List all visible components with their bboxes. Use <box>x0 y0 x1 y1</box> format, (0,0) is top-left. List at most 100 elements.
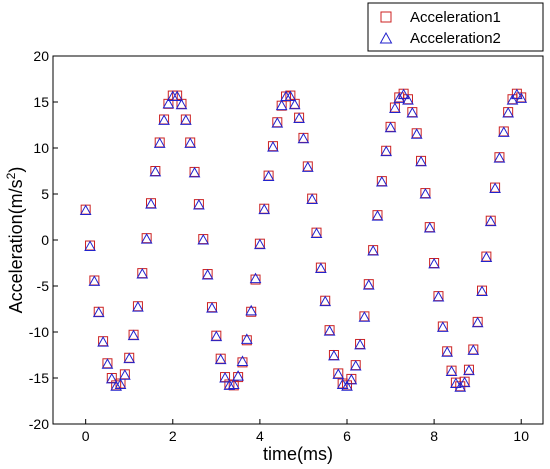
acceleration2-triangle-point <box>515 92 528 103</box>
acceleration2-triangle-point <box>267 141 279 152</box>
acceleration2-triangle-point <box>450 377 462 389</box>
acceleration2-triangle-point <box>140 233 153 244</box>
acceleration2-triangle-point <box>123 352 136 364</box>
acceleration2-triangle-point <box>471 316 484 328</box>
acceleration2-triangle-point <box>271 117 284 128</box>
y-tick-label: -10 <box>29 324 49 340</box>
x-tick-label: 4 <box>256 428 264 444</box>
acceleration2-triangle-point <box>97 336 109 347</box>
acceleration2-triangle-point <box>310 227 323 239</box>
acceleration1-square-point <box>246 306 257 317</box>
y-tick-label: 0 <box>41 232 49 248</box>
acceleration2-triangle-point <box>380 145 393 157</box>
acceleration2-triangle-point <box>480 251 493 262</box>
acceleration2-triangle-point <box>275 99 288 111</box>
x-tick-label: 0 <box>82 428 90 444</box>
acceleration2-triangle-point <box>497 126 510 137</box>
x-tick-label: 2 <box>169 428 177 444</box>
x-tick-label: 8 <box>430 428 438 444</box>
acceleration2-triangle-point <box>345 373 358 385</box>
x-axis-ticks: 0 2 4 6 8 10 <box>82 419 529 444</box>
y-tick-label: 5 <box>41 186 49 202</box>
legend-box <box>367 2 544 52</box>
y-tick-label: 20 <box>33 48 49 64</box>
acceleration2-triangle-point <box>432 291 445 302</box>
acceleration2-triangle-point <box>467 344 480 355</box>
acceleration2-triangle-point <box>428 257 440 269</box>
acceleration2-triangle-point <box>445 365 458 377</box>
y-tick-label: -5 <box>37 278 50 294</box>
acceleration2-triangle-point <box>201 268 214 280</box>
y-axis-label-close: ) <box>6 167 26 173</box>
legend-triangle-marker <box>379 31 393 44</box>
acceleration2-triangle-point <box>105 372 118 384</box>
acceleration2-triangle-point <box>397 88 410 100</box>
acceleration2-triangle-point <box>249 272 262 284</box>
acceleration2-triangle-point <box>149 165 162 177</box>
legend: Acceleration1 Acceleration2 <box>367 2 544 52</box>
acceleration2-triangle-point <box>153 137 166 148</box>
acceleration2-triangle-point <box>506 94 519 105</box>
x-axis-label: time(ms) <box>263 444 333 464</box>
acceleration2-triangle-point <box>193 199 205 210</box>
plot-frame <box>52 55 544 425</box>
y-tick-label: -15 <box>29 370 49 386</box>
acceleration2-triangle-point <box>362 279 375 290</box>
acceleration2-triangle-point <box>367 245 379 256</box>
acceleration1-square-point <box>241 335 252 346</box>
acceleration2-triangle-point <box>79 204 92 216</box>
acceleration2-triangle-point <box>284 90 297 101</box>
acceleration2-triangle-point <box>502 107 515 118</box>
acceleration2-triangle-point <box>436 321 449 332</box>
y-axis-label-base: Acceleration(m/s <box>6 179 26 313</box>
acceleration2-triangle-point <box>232 370 244 381</box>
acceleration2-triangle-point <box>223 379 236 390</box>
acceleration2-triangle-point <box>458 376 471 388</box>
legend-label-acceleration2: Acceleration2 <box>410 30 501 47</box>
acceleration2-triangle-point <box>210 330 223 342</box>
acceleration2-triangle-point <box>114 378 127 389</box>
acceleration1-square-point <box>233 372 244 383</box>
series-acceleration2-markers <box>79 88 528 392</box>
acceleration2-triangle-point <box>288 98 301 110</box>
acceleration2-triangle-point <box>175 98 188 110</box>
acceleration2-triangle-point <box>162 97 175 109</box>
acceleration2-triangle-point <box>389 102 401 113</box>
acceleration2-triangle-point <box>441 346 454 357</box>
legend-square-marker <box>380 11 392 23</box>
acceleration2-triangle-point <box>511 88 523 100</box>
acceleration2-triangle-point <box>375 176 388 187</box>
y-axis-ticks: -20 -15 -10 -5 0 5 10 15 20 <box>29 48 58 432</box>
acceleration2-triangle-point <box>371 210 384 221</box>
acceleration2-triangle-point <box>101 358 114 369</box>
acceleration2-triangle-point <box>319 295 332 307</box>
acceleration2-triangle-point <box>127 329 140 341</box>
acceleration2-triangle-point <box>236 355 249 366</box>
acceleration2-triangle-point <box>110 380 123 391</box>
acceleration2-triangle-point <box>245 304 258 316</box>
acceleration2-triangle-point <box>415 155 427 167</box>
acceleration2-triangle-point <box>489 182 501 193</box>
acceleration2-triangle-point <box>332 368 345 379</box>
x-tick-label: 10 <box>513 428 529 444</box>
acceleration2-triangle-point <box>393 92 406 103</box>
acceleration2-triangle-point <box>132 301 144 312</box>
acceleration2-triangle-point <box>188 166 201 178</box>
acceleration2-triangle-point <box>484 215 497 227</box>
acceleration2-triangle-point <box>384 121 397 133</box>
acceleration2-triangle-point <box>323 325 336 336</box>
acceleration2-triangle-point <box>84 240 96 251</box>
acceleration2-triangle-point <box>119 369 131 380</box>
acceleration2-triangle-point <box>354 338 366 350</box>
legend-label-acceleration1: Acceleration1 <box>410 9 501 26</box>
y-tick-label: 10 <box>33 140 49 156</box>
acceleration2-triangle-point <box>206 302 218 313</box>
acceleration2-triangle-point <box>214 353 227 365</box>
acceleration2-triangle-point <box>463 364 475 376</box>
acceleration2-triangle-point <box>136 268 149 279</box>
acceleration2-triangle-point <box>419 187 432 199</box>
acceleration2-triangle-point <box>328 349 340 361</box>
acceleration2-triangle-point <box>293 112 305 124</box>
acceleration2-triangle-point <box>92 306 105 318</box>
